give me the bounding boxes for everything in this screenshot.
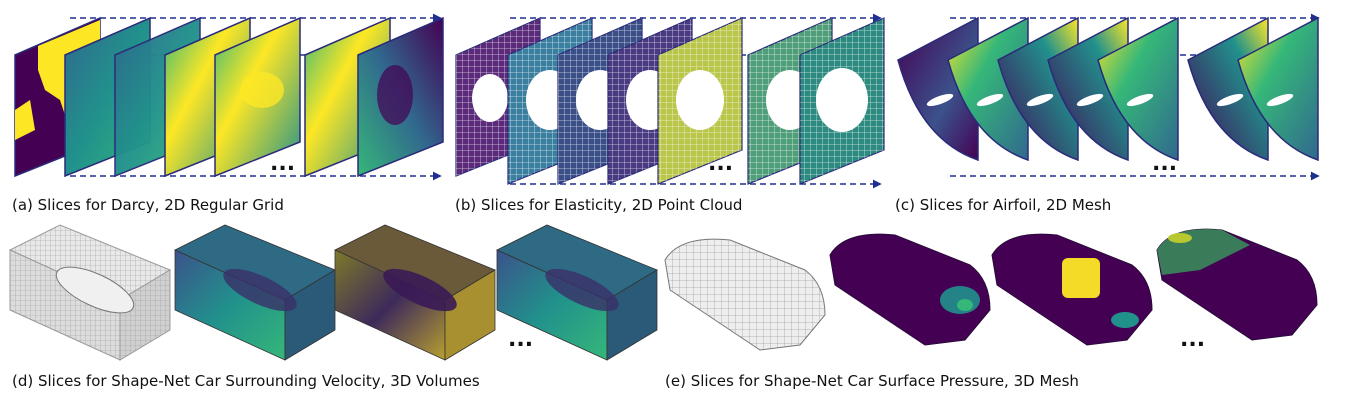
car-slice-1 — [829, 233, 991, 346]
car-slice-2 — [991, 233, 1153, 346]
panel-a-darcy — [14, 13, 444, 181]
caption-a: (a) Slices for Darcy, 2D Regular Grid — [12, 196, 284, 214]
ellipsis-d: ... — [508, 327, 533, 352]
panel-d-volumes — [8, 224, 658, 361]
ellipsis-c: ... — [1152, 151, 1177, 176]
caption-c: (c) Slices for Airfoil, 2D Mesh — [895, 196, 1112, 214]
caption-b: (b) Slices for Elasticity, 2D Point Clou… — [455, 196, 743, 214]
volume-input-box — [8, 224, 172, 361]
volume-slice-2 — [334, 224, 496, 361]
ellipsis-e: ... — [1180, 327, 1205, 352]
ellipsis-a: ... — [270, 151, 295, 176]
ellipsis-b: ... — [708, 151, 733, 176]
volume-slice-1 — [174, 224, 336, 361]
car-slice-3 — [1156, 228, 1318, 341]
car-input-mesh — [664, 238, 826, 351]
panel-c-airfoil — [897, 13, 1320, 181]
volume-slice-3 — [496, 224, 658, 361]
panel-b-elasticity — [455, 13, 885, 189]
caption-d: (d) Slices for Shape-Net Car Surrounding… — [12, 372, 480, 390]
caption-e: (e) Slices for Shape-Net Car Surface Pre… — [665, 372, 1079, 390]
panel-e-surface — [664, 228, 1318, 351]
